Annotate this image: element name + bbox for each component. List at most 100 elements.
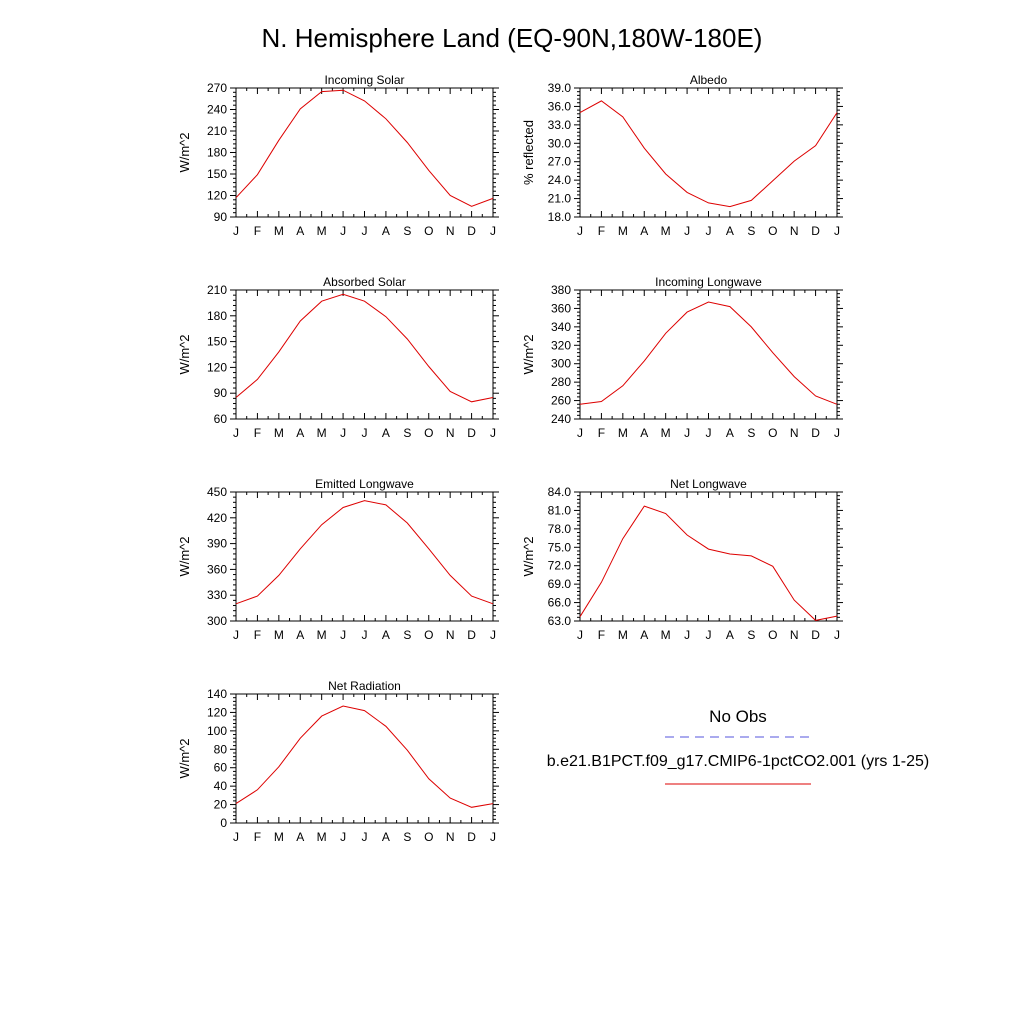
y-tick-label: 380 — [551, 283, 571, 297]
x-tick-label: M — [618, 224, 628, 238]
y-tick-label: 120 — [207, 360, 227, 374]
y-tick-label: 240 — [551, 412, 571, 426]
x-tick-label: O — [424, 628, 433, 642]
series-line-1 — [579, 301, 838, 405]
x-tick-label: J — [340, 224, 346, 238]
x-tick-label: A — [726, 426, 734, 440]
panel-title: Net Longwave — [670, 477, 747, 491]
x-tick-label: M — [274, 830, 284, 844]
x-tick-label: F — [598, 426, 605, 440]
y-tick-label: 120 — [207, 189, 227, 203]
x-tick-label: J — [834, 426, 840, 440]
x-tick-label: D — [811, 426, 820, 440]
x-tick-label: M — [274, 224, 284, 238]
x-tick-label: A — [382, 830, 390, 844]
y-tick-label: 100 — [207, 724, 227, 738]
x-tick-label: S — [403, 830, 411, 844]
x-tick-label: J — [362, 628, 368, 642]
x-tick-label: F — [254, 224, 261, 238]
y-axis-label: W/m^2 — [177, 132, 192, 172]
x-tick-label: J — [834, 224, 840, 238]
x-tick-label: N — [790, 224, 799, 238]
series-line-1 — [235, 500, 494, 605]
y-axis-label: W/m^2 — [177, 536, 192, 576]
x-tick-label: O — [424, 224, 433, 238]
x-tick-label: J — [233, 224, 239, 238]
x-tick-label: S — [403, 628, 411, 642]
y-tick-label: 39.0 — [548, 81, 572, 95]
y-tick-label: 60 — [214, 412, 228, 426]
x-tick-label: D — [467, 628, 476, 642]
panel-title: Albedo — [690, 73, 728, 87]
x-tick-label: O — [768, 628, 777, 642]
y-tick-label: 150 — [207, 167, 227, 181]
y-tick-label: 69.0 — [548, 577, 572, 591]
legend-model-label: b.e21.B1PCT.f09_g17.CMIP6-1pctCO2.001 (y… — [547, 753, 929, 770]
y-tick-label: 84.0 — [548, 485, 572, 499]
x-tick-label: M — [618, 628, 628, 642]
x-tick-label: D — [467, 426, 476, 440]
x-tick-label: A — [640, 628, 648, 642]
x-tick-label: O — [424, 830, 433, 844]
y-tick-label: 80 — [214, 742, 228, 756]
x-tick-label: J — [684, 426, 690, 440]
series-line-1 — [235, 89, 494, 207]
x-tick-label: N — [446, 830, 455, 844]
x-tick-label: O — [768, 426, 777, 440]
y-tick-label: 90 — [214, 386, 228, 400]
x-tick-label: J — [706, 628, 712, 642]
x-tick-label: J — [706, 426, 712, 440]
panel-title: Net Radiation — [328, 679, 401, 693]
x-tick-label: J — [577, 426, 583, 440]
x-tick-label: M — [317, 426, 327, 440]
y-tick-label: 180 — [207, 309, 227, 323]
panel-title: Emitted Longwave — [315, 477, 414, 491]
x-tick-label: F — [254, 426, 261, 440]
x-tick-label: A — [382, 628, 390, 642]
y-axis-label: W/m^2 — [521, 536, 536, 576]
x-tick-label: J — [834, 628, 840, 642]
x-tick-label: A — [296, 628, 304, 642]
y-tick-label: 210 — [207, 283, 227, 297]
y-tick-label: 340 — [551, 320, 571, 334]
x-tick-label: J — [340, 426, 346, 440]
y-tick-label: 40 — [214, 779, 228, 793]
x-tick-label: F — [598, 224, 605, 238]
x-tick-label: J — [362, 830, 368, 844]
y-tick-label: 280 — [551, 375, 571, 389]
x-tick-label: N — [446, 224, 455, 238]
y-tick-label: 20 — [214, 798, 228, 812]
y-tick-label: 390 — [207, 537, 227, 551]
x-tick-label: D — [811, 628, 820, 642]
y-tick-label: 300 — [207, 614, 227, 628]
y-tick-label: 66.0 — [548, 596, 572, 610]
x-tick-label: O — [768, 224, 777, 238]
y-tick-label: 36.0 — [548, 99, 572, 113]
x-tick-label: A — [640, 224, 648, 238]
x-tick-label: M — [661, 628, 671, 642]
y-axis-label: W/m^2 — [177, 334, 192, 374]
x-tick-label: A — [296, 224, 304, 238]
panel-title: Incoming Longwave — [655, 275, 762, 289]
y-tick-label: 420 — [207, 511, 227, 525]
y-tick-label: 120 — [207, 705, 227, 719]
x-tick-label: J — [684, 628, 690, 642]
x-tick-label: S — [747, 628, 755, 642]
y-axis-label: W/m^2 — [177, 738, 192, 778]
x-tick-label: J — [490, 224, 496, 238]
y-tick-label: 240 — [207, 103, 227, 117]
x-tick-label: A — [726, 224, 734, 238]
x-tick-label: J — [490, 628, 496, 642]
y-tick-label: 320 — [551, 338, 571, 352]
x-tick-label: A — [296, 830, 304, 844]
x-tick-label: S — [747, 426, 755, 440]
y-tick-label: 360 — [551, 301, 571, 315]
y-tick-label: 21.0 — [548, 192, 572, 206]
x-tick-label: D — [467, 224, 476, 238]
